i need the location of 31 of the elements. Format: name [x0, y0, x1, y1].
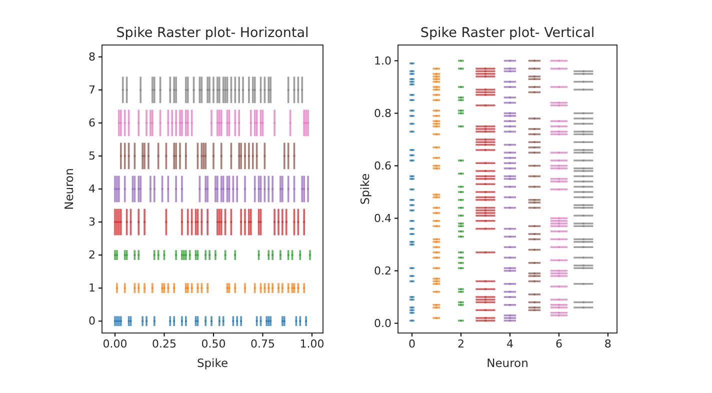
y-tick-label: 0.2 [374, 264, 392, 278]
x-axis-title: Spike [196, 356, 228, 370]
x-tick-label: 4 [506, 337, 514, 350]
y-tick-label: 6 [88, 116, 96, 130]
x-tick-label: 1.00 [300, 337, 324, 350]
y-axis-title: Neuron [62, 168, 76, 210]
y-tick-label: 1.0 [374, 54, 392, 68]
y-tick-label: 0 [88, 314, 96, 328]
y-tick-label: 0.4 [374, 212, 392, 225]
y-tick-label: 4 [88, 182, 96, 196]
x-tick-label: 0.75 [250, 337, 275, 350]
y-tick-label: 7 [88, 83, 96, 96]
y-tick-label: 5 [88, 149, 96, 162]
y-tick-label: 0.8 [374, 106, 392, 120]
y-tick-label: 8 [88, 50, 96, 64]
chart-title: Spike Raster plot- Vertical [420, 25, 595, 41]
y-tick-label: 0.0 [374, 316, 392, 330]
y-tick-label: 1 [88, 282, 96, 295]
y-axis-title: Spike [358, 173, 372, 205]
x-tick-label: 0 [408, 337, 416, 350]
x-tick-label: 0.00 [102, 337, 128, 350]
y-tick-label: 2 [88, 248, 96, 262]
y-tick-label: 0.6 [374, 159, 392, 172]
x-axis-title: Neuron [486, 356, 528, 370]
chart-title: Spike Raster plot- Horizontal [116, 25, 309, 41]
x-tick-label: 6 [555, 337, 562, 350]
y-tick-label: 3 [88, 216, 96, 229]
x-tick-label: 0.50 [201, 337, 226, 350]
x-tick-label: 0.25 [152, 337, 176, 350]
x-tick-label: 8 [604, 337, 612, 350]
x-tick-label: 2 [457, 337, 464, 350]
